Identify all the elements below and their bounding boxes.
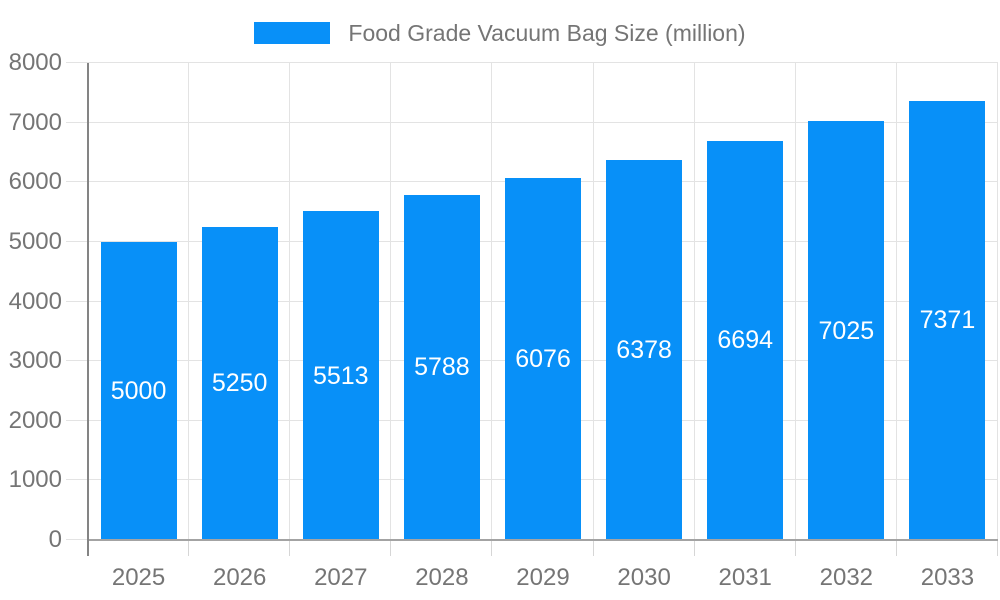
- x-axis-label: 2029: [516, 564, 570, 591]
- x-axis-tick: [289, 541, 291, 556]
- gridline-vertical: [491, 63, 493, 540]
- y-axis-label: 6000: [8, 168, 62, 196]
- y-axis-label: 8000: [8, 49, 62, 76]
- x-axis-tick: [997, 541, 998, 556]
- x-axis-label: 2033: [920, 564, 975, 591]
- x-axis-label: 2031: [718, 564, 772, 591]
- x-axis-tick: [895, 541, 897, 556]
- bar-2028[interactable]: [403, 194, 480, 540]
- bar-2030[interactable]: [606, 159, 683, 540]
- x-axis-tick: [794, 541, 796, 556]
- x-axis-tick: [693, 541, 695, 556]
- gridline-vertical: [289, 63, 291, 540]
- bar-2032[interactable]: [808, 121, 885, 540]
- x-axis-label: 2027: [314, 564, 368, 591]
- gridline-horizontal: [66, 62, 998, 63]
- bar-2033[interactable]: [909, 100, 986, 540]
- x-axis-label: 2030: [617, 564, 671, 591]
- x-axis-tick: [390, 541, 392, 556]
- gridline-vertical: [794, 63, 796, 540]
- bar-2025[interactable]: [100, 241, 177, 540]
- x-axis-label: 2032: [819, 564, 874, 591]
- legend-swatch-icon: [254, 22, 331, 44]
- y-axis-label: 1000: [8, 466, 62, 494]
- gridline-vertical: [188, 63, 190, 540]
- x-axis-label: 2028: [415, 564, 469, 591]
- x-axis-line: [88, 539, 998, 541]
- x-axis-tick: [592, 541, 594, 556]
- bar-2029[interactable]: [505, 177, 581, 540]
- gridline-vertical: [693, 63, 695, 540]
- y-axis-label: 4000: [8, 287, 62, 315]
- bar-2026[interactable]: [201, 226, 278, 540]
- gridline-vertical: [895, 63, 897, 540]
- y-axis-label: 3000: [8, 347, 62, 375]
- x-axis-tick: [188, 541, 190, 556]
- plot-area: 0 1000 2000 3000 4000 5000 6000 7000 8000 5000 525…: [9, 49, 998, 591]
- y-axis-label: 7000: [8, 108, 62, 136]
- y-axis-label: 5000: [8, 227, 62, 255]
- gridline-vertical: [592, 63, 594, 540]
- gridline-vertical: [997, 63, 998, 540]
- x-axis-label: 2025: [111, 564, 166, 591]
- legend-label: Food Grade Vacuum Bag Size (million): [348, 20, 746, 46]
- bar-2027[interactable]: [302, 211, 379, 540]
- y-axis-label: 0: [48, 526, 62, 553]
- legend[interactable]: Food Grade Vacuum Bag Size (million): [0, 21, 1000, 45]
- y-axis-line: [87, 63, 89, 556]
- x-axis-label: 2026: [212, 564, 267, 591]
- gridline-vertical: [390, 63, 392, 540]
- y-axis-label: 2000: [8, 406, 62, 434]
- bar-2031[interactable]: [707, 140, 784, 540]
- x-axis-tick: [491, 541, 493, 556]
